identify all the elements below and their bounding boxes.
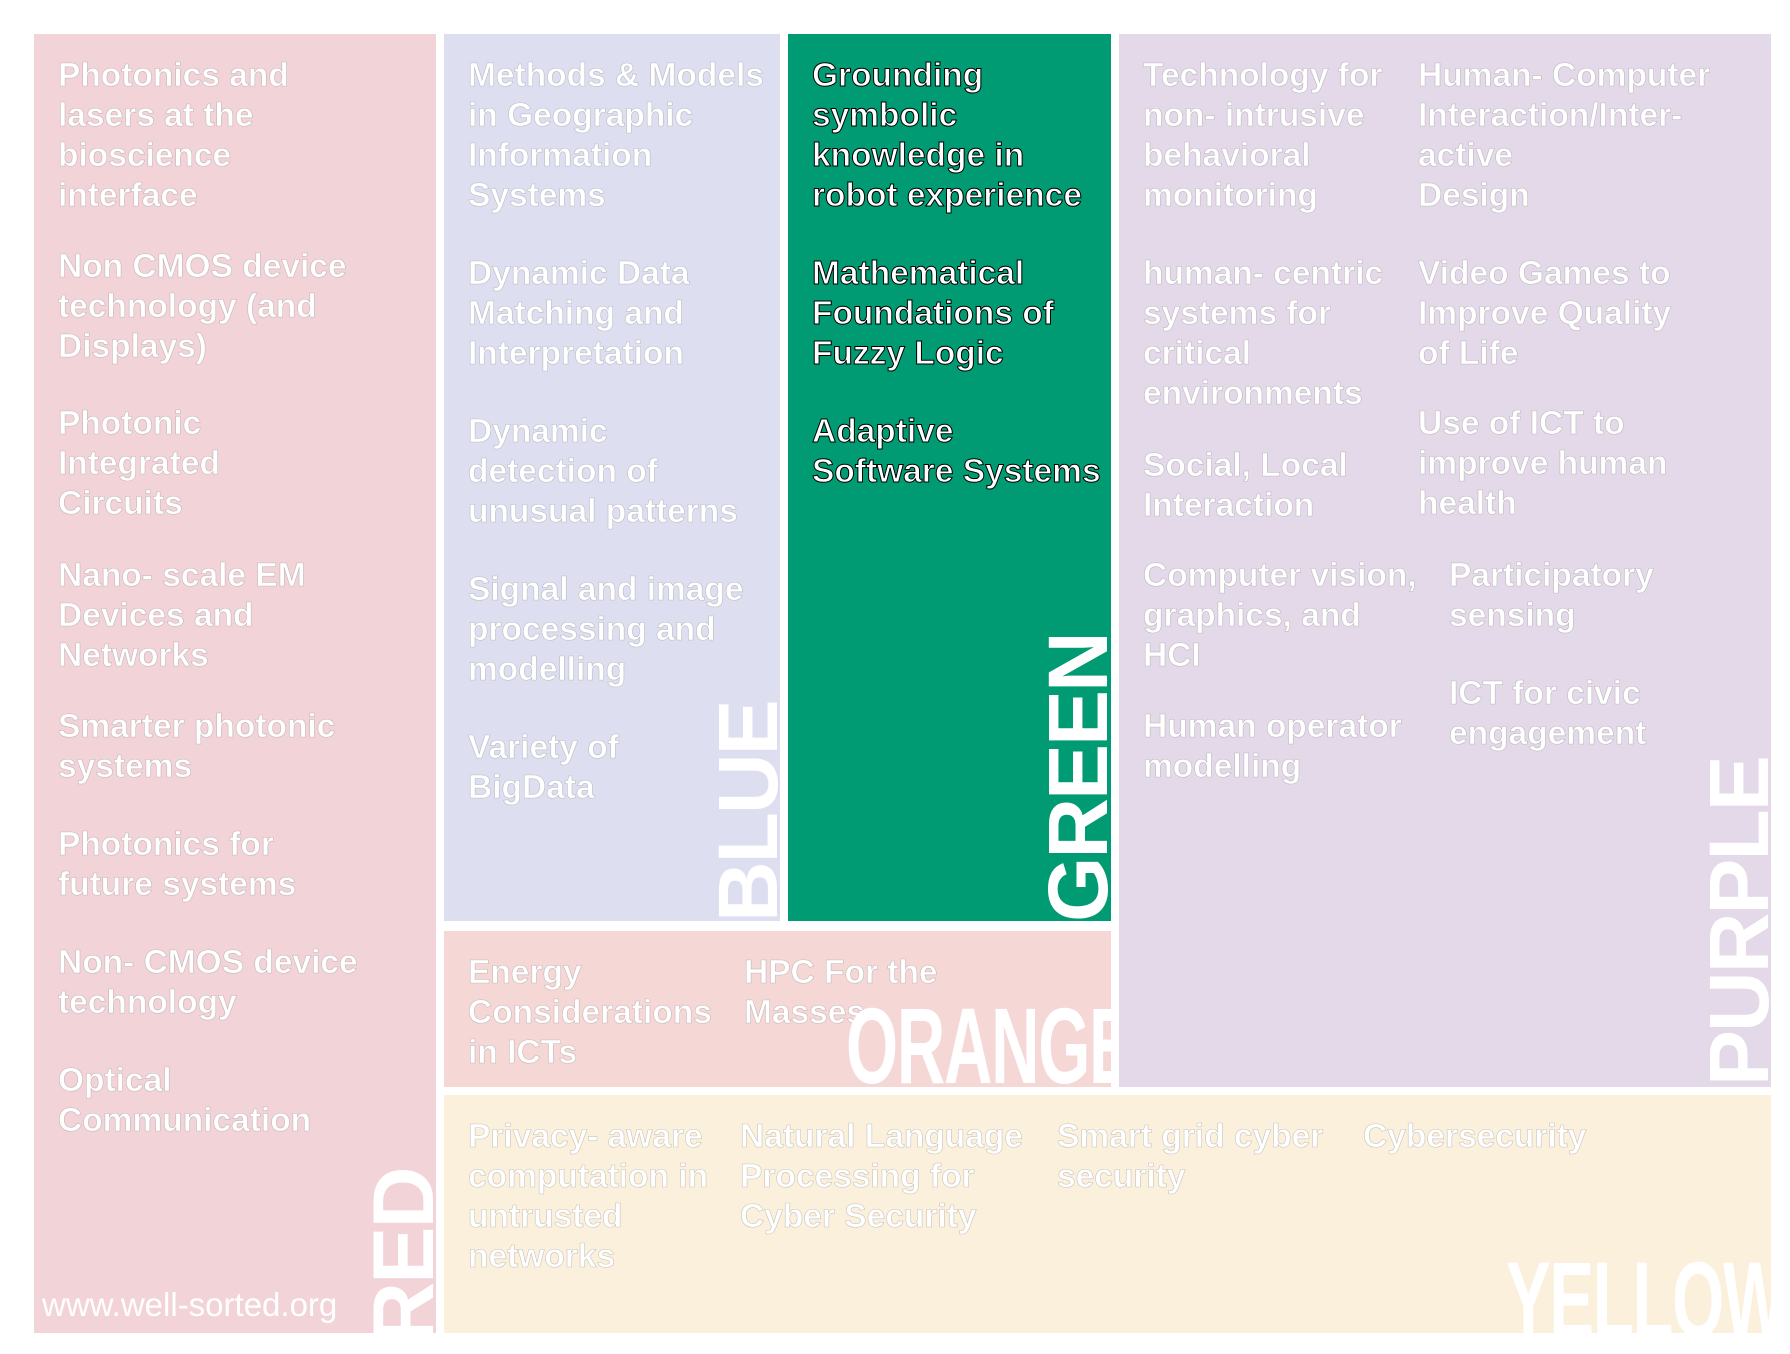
yellow-item: Natural Language Processing for Cyber Secu…	[740, 1118, 1024, 1236]
purple-item: Human- Computer Interaction/Inter-active D…	[1418, 57, 1711, 215]
purple-item: Human operator modelling	[1143, 708, 1402, 786]
purple-item: Video Games to Improve Quality of Life	[1418, 255, 1672, 373]
purple-item: ICT for civic engagement	[1449, 675, 1647, 753]
yellow-cluster-label: YELLOW	[1506, 1239, 1771, 1334]
purple-cluster: Technology for non- intrusive behavioral mo…	[1119, 34, 1771, 1087]
red-item: Smarter photonic systems	[58, 708, 336, 786]
red-item: Non- CMOS device technology	[58, 944, 358, 1022]
red-item: Non CMOS device technology (and Displays)	[58, 248, 347, 366]
orange-item: HPC For the Masses	[744, 954, 938, 1032]
purple-item: Social, Local Interaction	[1143, 447, 1348, 525]
blue-item: Variety of BigData	[468, 729, 619, 807]
purple-item: Computer vision, graphics, and HCI	[1143, 557, 1417, 675]
blue-item: Methods & Models in Geographic Information…	[468, 57, 765, 215]
blue-item: Signal and image processing and modelling	[468, 571, 744, 689]
yellow-item: Privacy- aware computation in untrusted net…	[468, 1118, 709, 1276]
yellow-cluster: Privacy- aware computation in untrusted net…	[444, 1095, 1771, 1333]
red-item: Photonic Integrated Circuits	[58, 405, 221, 523]
green-item: Adaptive Software Systems	[812, 413, 1102, 491]
purple-item: Use of ICT to improve human health	[1418, 405, 1668, 523]
red-item: Nano- scale EM Devices and Networks	[58, 557, 306, 675]
red-cluster: Photonics and lasers at the bioscience inte…	[34, 34, 436, 1333]
blue-item: Dynamic Data Matching and Interpretation	[468, 255, 690, 373]
yellow-item: Smart grid cyber security	[1057, 1118, 1324, 1196]
purple-item: Participatory sensing	[1449, 557, 1654, 635]
red-cluster-label: RED	[356, 1168, 436, 1333]
green-cluster-label: GREEN	[1031, 633, 1111, 921]
blue-cluster-label: BLUE	[701, 701, 780, 921]
blue-cluster: Methods & Models in Geographic Information…	[444, 34, 780, 921]
red-item: Photonics for future systems	[58, 826, 297, 904]
website-watermark: www.well-sorted.org	[42, 1286, 338, 1323]
red-item: Optical Communication	[58, 1062, 312, 1140]
blue-item: Dynamic detection of unusual patterns	[468, 413, 739, 531]
orange-cluster-label: ORANGE	[846, 985, 1111, 1088]
orange-item: Energy Considerations in ICTs	[468, 954, 712, 1072]
green-item: Grounding symbolic knowledge in robot exper…	[812, 57, 1083, 215]
green-cluster: Grounding symbolic knowledge in robot exper…	[788, 34, 1111, 921]
orange-cluster: Energy Considerations in ICTs HPC For the M…	[444, 931, 1111, 1087]
purple-item: Technology for non- intrusive behavioral mo…	[1143, 57, 1383, 215]
green-item: Mathematical Foundations of Fuzzy Logic	[812, 255, 1055, 373]
yellow-item: Cybersecurity	[1363, 1118, 1587, 1156]
purple-item: human- centric systems for critical environ…	[1143, 255, 1384, 413]
red-item: Photonics and lasers at the bioscience inte…	[58, 57, 289, 215]
purple-cluster-label: PURPLE	[1692, 757, 1771, 1086]
